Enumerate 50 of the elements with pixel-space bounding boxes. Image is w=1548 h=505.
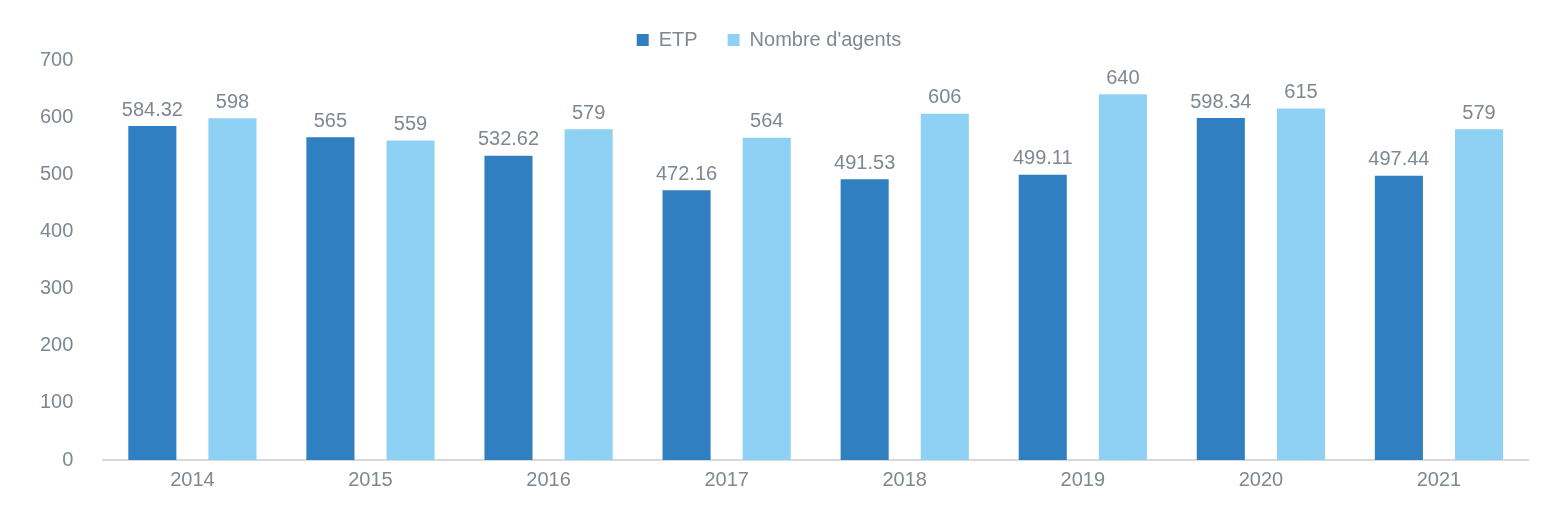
y-tick-label: 700 (39, 47, 74, 70)
bar (1098, 94, 1147, 460)
x-tick-label: 2015 (348, 467, 393, 490)
x-tick-label: 2016 (526, 467, 571, 490)
x-tick-label: 2017 (704, 467, 749, 490)
bar (386, 140, 435, 460)
bar (564, 129, 613, 460)
bar (1374, 175, 1423, 460)
y-tick-label: 100 (39, 390, 74, 413)
y-tick-label: 400 (39, 218, 74, 241)
data-label: 559 (393, 112, 428, 135)
bar (742, 137, 791, 460)
data-label: 598 (215, 89, 250, 112)
y-tick-label: 200 (39, 333, 74, 356)
x-tick-label: 2021 (1416, 467, 1462, 490)
data-label: 598.34 (1190, 89, 1252, 112)
data-label: 532.62 (477, 127, 540, 150)
bar (1018, 174, 1067, 460)
data-label: 564 (750, 109, 784, 132)
bar (1196, 118, 1245, 460)
y-tick-label: 600 (39, 104, 74, 127)
data-label: 606 (928, 85, 962, 108)
bar (484, 155, 533, 460)
bar (662, 190, 711, 460)
data-label: 579 (1462, 100, 1496, 123)
y-tick-label: 0 (62, 447, 74, 470)
data-label: 472.16 (655, 161, 718, 184)
legend-label: Nombre d'agents (749, 27, 902, 50)
bar (128, 126, 177, 460)
bar (306, 137, 355, 460)
x-tick-label: 2018 (882, 467, 927, 490)
y-tick-label: 300 (39, 276, 74, 299)
x-tick-label: 2014 (170, 467, 215, 490)
data-label: 565 (313, 108, 348, 131)
bar (1454, 129, 1504, 460)
bar (840, 179, 889, 460)
data-label: 640 (1106, 65, 1140, 88)
bar (920, 113, 969, 460)
data-label: 615 (1284, 80, 1318, 103)
data-label: 499.11 (1012, 146, 1073, 169)
data-label: 579 (571, 100, 606, 123)
x-tick-label: 2019 (1060, 467, 1106, 490)
x-tick-label: 2020 (1238, 467, 1284, 490)
data-label: 491.53 (834, 150, 896, 173)
data-label: 584.32 (121, 97, 183, 120)
y-tick-label: 500 (39, 161, 74, 184)
bar (208, 118, 257, 460)
data-label: 497.44 (1368, 147, 1430, 170)
bar (1276, 108, 1325, 460)
legend-label: ETP (658, 27, 698, 50)
